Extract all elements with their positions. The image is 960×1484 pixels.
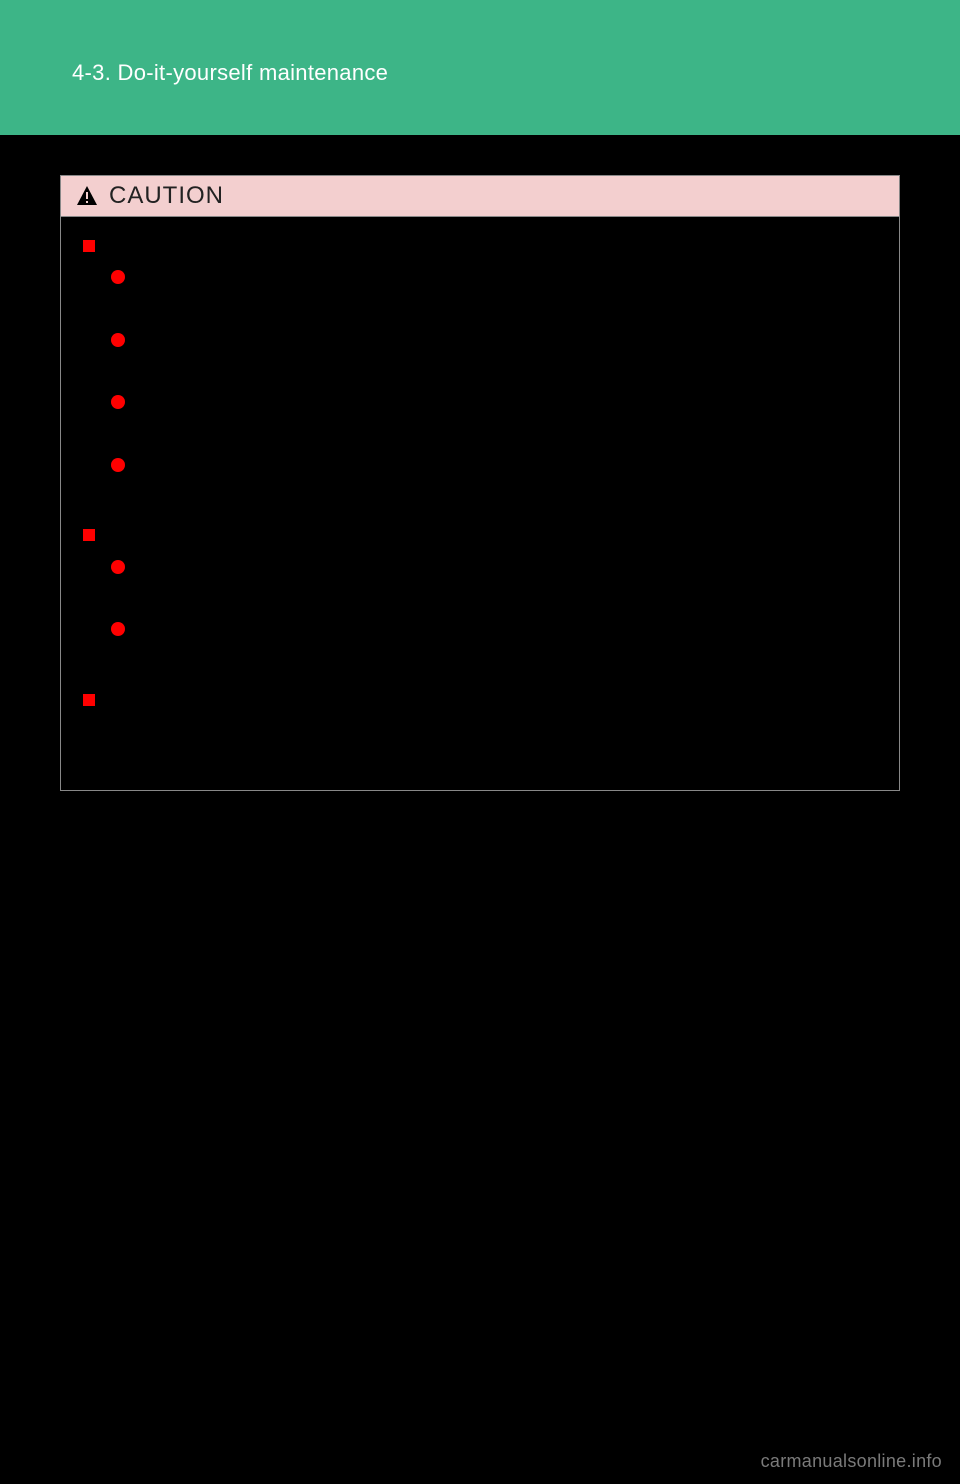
topic-defective-wheels: Use of defective wheels prohibited Do no…: [83, 689, 877, 767]
square-bullet-icon: [83, 529, 95, 541]
dot-bullet-icon: [111, 622, 125, 636]
bullet-item: Never use an inner tube in a leaking whe…: [111, 329, 877, 376]
watermark-text: carmanualsonline.info: [761, 1451, 942, 1472]
square-bullet-icon: [83, 694, 95, 706]
section-title: 4-3. Do-it-yourself maintenance: [72, 60, 960, 86]
caution-header: CAUTION: [61, 176, 899, 217]
bullet-text: Do not use wheels that are a different s…: [137, 266, 877, 313]
bullet-item: Do not use wheels that are a different s…: [111, 266, 877, 313]
bullet-item: Tires with treadwear indicator showing o…: [111, 391, 877, 438]
dot-bullet-icon: [111, 560, 125, 574]
header-band: 4-3. Do-it-yourself maintenance: [0, 0, 960, 135]
caution-body: When replacing wheels Do not use wheels …: [61, 217, 899, 790]
caution-title: CAUTION: [109, 182, 224, 210]
topic-heading: When installing the wheel nuts: [83, 524, 877, 547]
bullet-item: Never use oil or grease on the wheel bol…: [111, 556, 877, 603]
bullet-list: Do not use wheels that are a different s…: [83, 266, 877, 500]
topic-title: Use of defective wheels prohibited: [105, 689, 333, 712]
dot-bullet-icon: [111, 270, 125, 284]
bullet-item: Do not use patched tires during high spe…: [111, 454, 877, 501]
bullet-text: Tires with treadwear indicator showing o…: [137, 391, 877, 438]
bullet-text: Never use oil or grease on the wheel bol…: [137, 556, 877, 603]
dot-bullet-icon: [111, 458, 125, 472]
bullet-item: In addition, the oil or grease can cause…: [111, 618, 877, 665]
bullet-text: In addition, the oil or grease can cause…: [137, 618, 877, 665]
topic-title: When replacing wheels: [105, 235, 260, 258]
topic-heading: Use of defective wheels prohibited: [83, 689, 877, 712]
topic-paragraph: Do not use cracked or deformed wheels. D…: [83, 720, 877, 767]
square-bullet-icon: [83, 240, 95, 252]
bullet-list: Never use oil or grease on the wheel bol…: [83, 556, 877, 665]
warning-triangle-icon: [75, 184, 99, 208]
bullet-text: Never use an inner tube in a leaking whe…: [137, 329, 877, 376]
topic-wheel-nuts: When installing the wheel nuts Never use…: [83, 524, 877, 664]
caution-box: CAUTION When replacing wheels Do not use…: [60, 175, 900, 791]
topic-replacing-wheels: When replacing wheels Do not use wheels …: [83, 235, 877, 500]
dot-bullet-icon: [111, 333, 125, 347]
topic-title: When installing the wheel nuts: [105, 524, 308, 547]
bullet-text: Do not use patched tires during high spe…: [137, 454, 877, 501]
dot-bullet-icon: [111, 395, 125, 409]
topic-heading: When replacing wheels: [83, 235, 877, 258]
